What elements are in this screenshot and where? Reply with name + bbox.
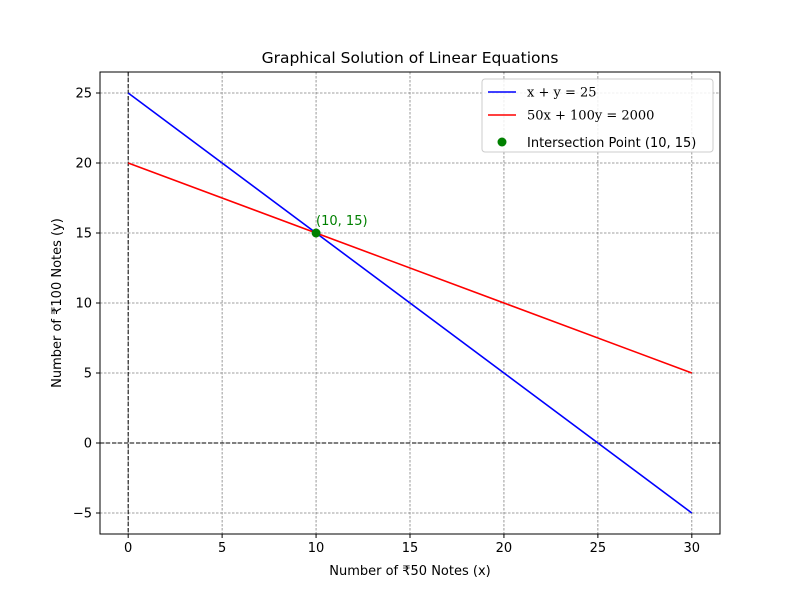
legend-box — [481, 78, 714, 153]
x-tick-label: 0 — [124, 541, 132, 556]
y-tick-label: 10 — [75, 297, 92, 312]
legend-label: 50x + 100y = 2000 — [527, 109, 654, 124]
x-tick-label: 25 — [590, 541, 607, 556]
point-annotation: (10, 15) — [316, 214, 368, 229]
intersection-point — [311, 228, 321, 238]
y-tick-label: −5 — [73, 507, 92, 522]
x-tick-label: 30 — [684, 541, 701, 556]
legend: x + y = 25 50x + 100y = 2000 Intersection … — [481, 78, 714, 153]
y-tick-label: 15 — [75, 227, 92, 242]
x-tick-label: 20 — [496, 541, 513, 556]
x-axis-label: Number of ₹50 Notes (x) — [329, 564, 490, 579]
legend-label: x + y = 25 — [527, 86, 597, 101]
series-layer — [127, 92, 693, 514]
ticks: 0 5 10 15 20 25 30 −5 0 5 10 15 20 25 — [73, 87, 700, 557]
y-tick-label: 5 — [84, 367, 92, 382]
series-line-1 — [127, 92, 693, 514]
x-tick-label: 15 — [402, 541, 419, 556]
x-tick-label: 5 — [218, 541, 226, 556]
series-line-2 — [127, 162, 693, 374]
legend-label: Intersection Point (10, 15) — [527, 136, 696, 151]
y-axis-label: Number of ₹100 Notes (y) — [50, 218, 65, 388]
x-tick-label: 10 — [308, 541, 325, 556]
points-layer — [311, 228, 321, 238]
legend-point-swatch — [497, 137, 507, 147]
y-tick-label: 25 — [75, 87, 92, 102]
y-tick-label: 0 — [84, 437, 92, 452]
reference-lines — [100, 72, 720, 534]
y-tick-label: 20 — [75, 157, 92, 172]
annotation-layer: (10, 15) — [316, 214, 368, 229]
chart-title: Graphical Solution of Linear Equations — [262, 49, 559, 67]
